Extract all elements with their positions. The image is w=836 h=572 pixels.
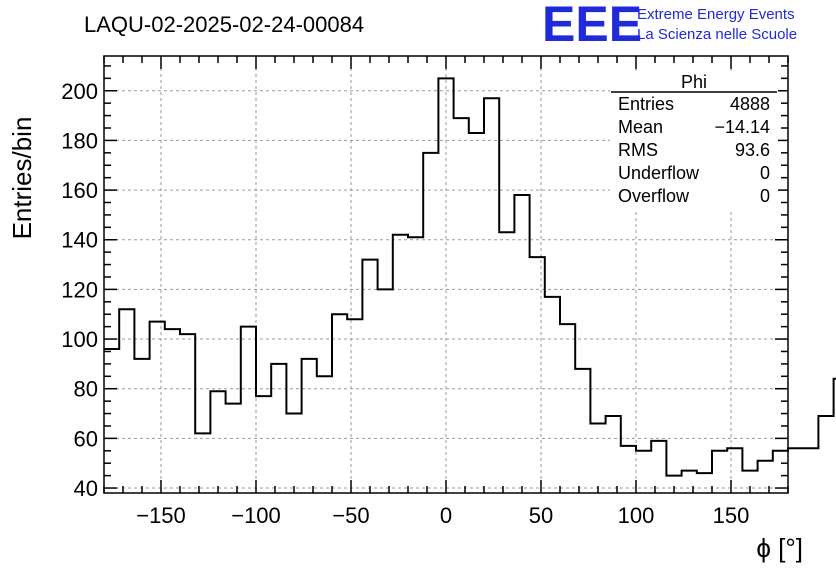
x-tick-label: 50 [529,503,553,528]
x-tick-labels: −150 −100 −50 0 50 100 150 [136,503,749,528]
stats-label: Overflow [618,186,690,206]
eee-logo: EEE Extreme Energy Events La Scienza nel… [542,0,797,52]
chart-title: LAQU-02-2025-02-24-00084 [84,12,364,37]
stats-value: 0 [760,186,770,206]
stats-label: Underflow [618,163,700,183]
x-tick-label: 150 [713,503,750,528]
y-tick-label: 40 [74,476,98,501]
y-tick-label: 160 [61,178,98,203]
stats-value: 4888 [730,94,770,114]
logo-line2: La Scienza nelle Scuole [637,26,797,43]
logo-line1: Extreme Energy Events [637,6,795,23]
axis-ticks [103,56,789,493]
y-tick-labels: 40 60 80 100 120 140 160 180 200 [61,79,98,501]
x-tick-label: −50 [332,503,369,528]
stats-value: −14.14 [714,117,770,137]
histogram-line [104,77,836,477]
y-tick-label: 180 [61,128,98,153]
stats-value: 0 [760,163,770,183]
logo-mark: EEE [542,0,642,52]
stats-label: Entries [618,94,674,114]
stats-box: Phi Entries 4888 Mean −14.14 RMS 93.6 Underflo… [610,72,778,212]
y-tick-label: 60 [74,426,98,451]
y-tick-label: 120 [61,277,98,302]
y-tick-label: 140 [61,228,98,253]
x-axis-label: ϕ [°] [756,533,803,563]
x-tick-label: −100 [231,503,281,528]
x-tick-label: 100 [618,503,655,528]
stats-title: Phi [681,72,707,92]
x-tick-label: 0 [440,503,452,528]
y-tick-label: 100 [61,327,98,352]
y-tick-label: 200 [61,79,98,104]
stats-label: RMS [618,140,658,160]
stats-background [610,72,778,212]
stats-value: 93.6 [735,140,770,160]
x-tick-label: −150 [136,503,186,528]
y-axis-label: Entries/bin [7,117,37,240]
stats-label: Mean [618,117,663,137]
stats-rows: Entries 4888 Mean −14.14 RMS 93.6 Underflow 0 Ov… [618,94,770,206]
y-tick-label: 80 [74,377,98,402]
